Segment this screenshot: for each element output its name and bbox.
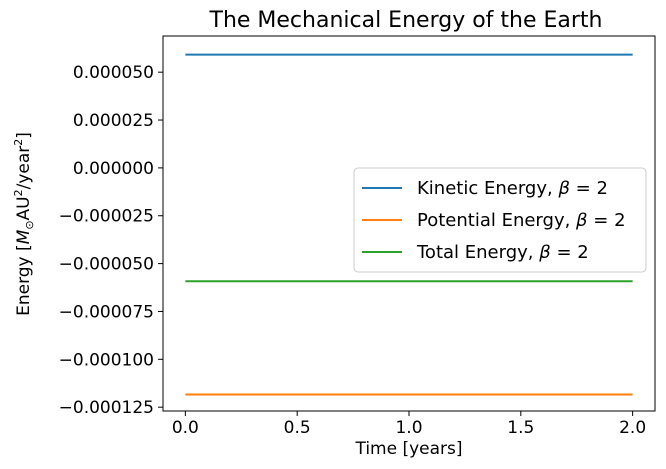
legend-entry: Kinetic Energy, β = 2 xyxy=(417,178,608,199)
x-tick-label: 0.0 xyxy=(172,418,199,438)
x-tick-label: 1.0 xyxy=(395,418,422,438)
y-tick-label: −0.000100 xyxy=(59,350,154,370)
y-tick-label: −0.000125 xyxy=(59,398,154,418)
legend-entry: Potential Energy, β = 2 xyxy=(417,210,626,231)
chart-title: The Mechanical Energy of the Earth xyxy=(209,8,603,33)
y-tick-label: 0.000050 xyxy=(73,63,154,83)
y-tick-label: −0.000050 xyxy=(59,255,154,275)
x-tick-label: 1.5 xyxy=(507,418,534,438)
y-tick-label: 0.000025 xyxy=(73,111,154,131)
y-tick-label: 0.000000 xyxy=(73,159,154,179)
y-tick-label: −0.000025 xyxy=(59,207,154,227)
legend-box xyxy=(353,167,647,273)
x-tick-label: 2.0 xyxy=(619,418,646,438)
legend: Kinetic Energy, β = 2 Potential Energy, β… xyxy=(353,167,647,273)
y-tick-label: −0.000075 xyxy=(59,302,154,322)
x-tick-label: 0.5 xyxy=(284,418,311,438)
y-axis-label: Energy [M⊙AU2/year2] xyxy=(12,132,36,316)
legend-entry: Total Energy, β = 2 xyxy=(416,242,589,263)
x-axis-label: Time [years] xyxy=(354,439,462,459)
